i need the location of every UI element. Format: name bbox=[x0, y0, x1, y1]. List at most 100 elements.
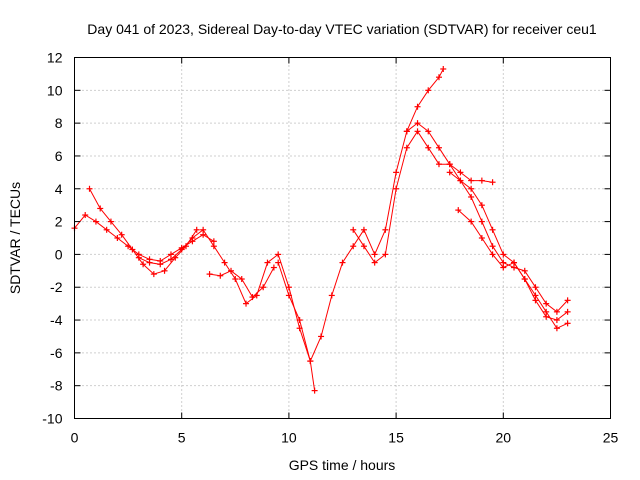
y-tick-label: 10 bbox=[47, 82, 63, 98]
series-line bbox=[277, 68, 444, 363]
data-point bbox=[521, 276, 528, 283]
x-axis-label: GPS time / hours bbox=[289, 457, 396, 473]
data-point bbox=[440, 65, 447, 72]
data-point bbox=[350, 226, 357, 233]
x-tick-label: 0 bbox=[71, 430, 79, 446]
data-point bbox=[543, 313, 550, 320]
data-point bbox=[468, 218, 475, 225]
data-point bbox=[382, 251, 389, 258]
data-point bbox=[150, 271, 157, 278]
series-satellite-track-9 bbox=[455, 207, 571, 324]
data-point bbox=[543, 300, 550, 307]
data-point bbox=[206, 271, 213, 278]
data-point bbox=[393, 169, 400, 176]
series-line bbox=[352, 130, 493, 264]
series-satellite-track-5 bbox=[275, 65, 447, 365]
data-point bbox=[82, 212, 89, 219]
chart-title: Day 041 of 2023, Sidereal Day-to-day VTE… bbox=[87, 21, 597, 37]
data-point bbox=[478, 202, 485, 209]
x-tick-label: 10 bbox=[281, 430, 297, 446]
data-point bbox=[446, 161, 453, 168]
data-point bbox=[360, 226, 367, 233]
data-point bbox=[86, 185, 93, 192]
data-point bbox=[435, 161, 442, 168]
plot-frame bbox=[74, 57, 611, 419]
data-point bbox=[140, 261, 147, 268]
data-point bbox=[270, 264, 277, 271]
data-point bbox=[118, 231, 125, 238]
data-point bbox=[210, 243, 217, 250]
data-point bbox=[521, 267, 528, 274]
x-tick-label: 5 bbox=[178, 430, 186, 446]
data-point bbox=[468, 193, 475, 200]
data-point bbox=[393, 185, 400, 192]
data-point bbox=[189, 235, 196, 241]
data-point bbox=[221, 259, 228, 266]
data-point bbox=[455, 207, 462, 214]
data-point bbox=[178, 246, 185, 253]
y-tick-label: -2 bbox=[50, 279, 63, 295]
data-point bbox=[403, 128, 410, 135]
data-point bbox=[478, 218, 485, 225]
y-tick-label: 6 bbox=[55, 148, 63, 164]
data-point bbox=[311, 387, 318, 394]
data-point bbox=[425, 144, 432, 151]
data-point bbox=[489, 243, 496, 250]
data-point bbox=[414, 103, 421, 110]
series-line bbox=[406, 122, 568, 313]
x-tick-label: 25 bbox=[603, 430, 619, 446]
y-tick-label: 4 bbox=[55, 181, 63, 197]
data-point bbox=[232, 276, 239, 283]
data-point bbox=[489, 226, 496, 233]
data-point bbox=[146, 259, 153, 266]
y-tick-label: 8 bbox=[55, 115, 63, 131]
data-point bbox=[360, 243, 367, 250]
y-tick-label: 0 bbox=[55, 246, 63, 262]
data-point bbox=[489, 179, 496, 186]
data-point bbox=[532, 297, 539, 304]
data-point bbox=[135, 254, 142, 261]
series-satellite-track-4 bbox=[206, 264, 277, 301]
data-point bbox=[238, 276, 245, 283]
data-series bbox=[71, 65, 571, 394]
data-point bbox=[553, 325, 560, 332]
data-point bbox=[285, 292, 292, 299]
data-point bbox=[260, 284, 267, 291]
data-point bbox=[157, 261, 164, 268]
y-tick-label: 12 bbox=[47, 50, 63, 66]
data-point bbox=[553, 308, 560, 315]
data-point bbox=[564, 308, 571, 315]
data-point bbox=[435, 144, 442, 151]
data-point bbox=[296, 317, 303, 324]
data-point bbox=[564, 320, 571, 327]
data-point bbox=[468, 177, 475, 184]
y-tick-label: -6 bbox=[50, 345, 63, 361]
data-point bbox=[92, 218, 99, 225]
y-tick-label: 2 bbox=[55, 214, 63, 230]
data-point bbox=[457, 177, 464, 184]
data-point bbox=[489, 251, 496, 258]
data-point bbox=[564, 297, 571, 304]
y-tick-labels: -10 -8 -6 -4 -2 0 2 4 6 8 10 12 bbox=[42, 50, 62, 427]
series-satellite-track-3 bbox=[135, 226, 318, 394]
data-point bbox=[435, 74, 442, 81]
y-tick-label: -10 bbox=[42, 411, 62, 427]
data-point bbox=[275, 259, 282, 266]
data-point bbox=[167, 256, 174, 263]
data-point bbox=[307, 358, 314, 365]
series-line bbox=[74, 214, 215, 262]
data-point bbox=[339, 259, 346, 266]
data-point bbox=[249, 294, 256, 301]
x-tick-label: 15 bbox=[388, 430, 404, 446]
data-point bbox=[511, 259, 518, 266]
series-satellite-track-2 bbox=[86, 185, 200, 278]
y-tick-label: -4 bbox=[50, 312, 63, 328]
data-point bbox=[328, 292, 335, 299]
data-point bbox=[532, 284, 539, 291]
data-point bbox=[318, 333, 325, 340]
series-satellite-track-6 bbox=[350, 128, 496, 266]
data-point bbox=[217, 272, 224, 279]
x-tick-labels: 0 5 10 15 20 25 bbox=[71, 430, 619, 446]
grid-lines bbox=[74, 57, 611, 419]
